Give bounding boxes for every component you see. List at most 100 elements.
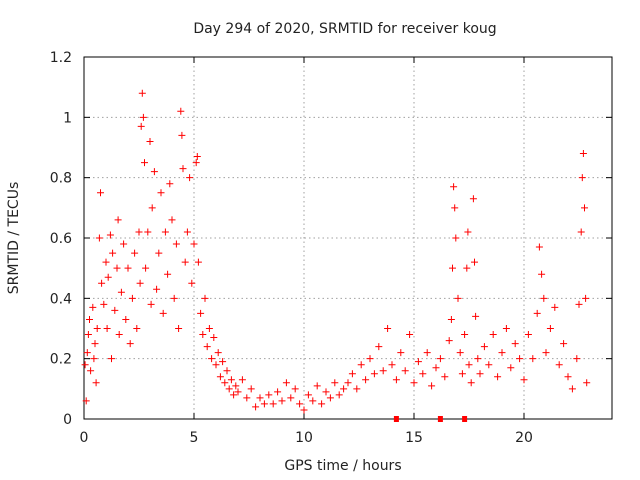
- data-point: [223, 367, 231, 375]
- data-point: [90, 355, 98, 363]
- x-tick-label: 20: [515, 430, 533, 446]
- data-point: [406, 331, 414, 339]
- data-point: [98, 279, 106, 287]
- data-point: [450, 183, 458, 191]
- data-point: [353, 385, 361, 393]
- data-point: [507, 364, 515, 372]
- data-point: [126, 340, 134, 348]
- data-point: [335, 391, 343, 399]
- data-point: [221, 379, 229, 387]
- data-point: [456, 349, 464, 357]
- data-point: [232, 382, 240, 390]
- data-point: [529, 355, 537, 363]
- data-point: [575, 300, 583, 308]
- data-point: [181, 258, 189, 266]
- data-point: [122, 315, 130, 323]
- data-point: [192, 159, 200, 167]
- data-point: [469, 195, 477, 203]
- data-point: [164, 270, 172, 278]
- data-point: [157, 189, 165, 197]
- data-point: [89, 303, 97, 311]
- data-point: [291, 385, 299, 393]
- data-point: [318, 400, 326, 408]
- y-tick-label: 0.4: [50, 291, 72, 307]
- data-point: [216, 373, 224, 381]
- data-point: [183, 228, 191, 236]
- data-point: [106, 231, 114, 239]
- data-point: [344, 379, 352, 387]
- y-tick-label: 1.2: [50, 50, 72, 66]
- data-point: [136, 279, 144, 287]
- data-point: [214, 349, 222, 357]
- data-point: [516, 355, 524, 363]
- data-point: [287, 394, 295, 402]
- data-point: [300, 406, 308, 414]
- data-point: [102, 258, 110, 266]
- chart-title: Day 294 of 2020, SRMTID for receiver kou…: [193, 21, 496, 37]
- data-point: [138, 89, 146, 97]
- data-point: [578, 174, 586, 182]
- data-point: [86, 315, 93, 323]
- data-point: [401, 367, 409, 375]
- data-point: [256, 394, 264, 402]
- data-point: [91, 340, 99, 348]
- data-point: [238, 376, 246, 384]
- data-point: [331, 379, 339, 387]
- data-point: [274, 388, 282, 396]
- data-point: [227, 376, 235, 384]
- data-point: [168, 216, 176, 224]
- data-point: [520, 376, 528, 384]
- data-point: [449, 264, 456, 272]
- data-point: [445, 337, 453, 345]
- data-point: [555, 361, 563, 369]
- data-point: [498, 349, 506, 357]
- data-point: [309, 397, 317, 405]
- plot-frame: [83, 56, 613, 420]
- data-point: [93, 325, 101, 332]
- data-point: [542, 349, 550, 357]
- data-point: [177, 107, 185, 115]
- data-point: [82, 397, 90, 405]
- data-point: [92, 379, 100, 387]
- data-point: [87, 367, 95, 375]
- data-point: [124, 264, 132, 272]
- data-point: [179, 165, 187, 173]
- data-point: [560, 340, 568, 348]
- data-point: [392, 376, 400, 384]
- data-point: [348, 370, 356, 378]
- data-point: [474, 355, 482, 363]
- y-tick-label: 0.6: [50, 231, 72, 247]
- data-point: [117, 288, 125, 296]
- data-point: [524, 331, 532, 339]
- gap-marker: [393, 416, 399, 422]
- data-point: [113, 264, 121, 272]
- data-point: [190, 240, 198, 248]
- data-point: [410, 379, 418, 387]
- data-point: [208, 355, 216, 363]
- data-point: [188, 279, 196, 287]
- data-point: [147, 300, 155, 308]
- data-point: [172, 240, 180, 248]
- data-points: [81, 89, 591, 422]
- data-point: [494, 373, 502, 381]
- data-point: [225, 385, 233, 393]
- data-point: [362, 376, 370, 384]
- data-point: [458, 370, 466, 378]
- data-point: [212, 361, 220, 369]
- data-point: [108, 355, 115, 363]
- data-point: [83, 349, 91, 357]
- axis-ticks: 0 5 10 15 20 0 0.2 0.4 0.6 0.8 1 1.2: [50, 50, 612, 446]
- data-point: [137, 122, 145, 130]
- data-point: [178, 131, 186, 139]
- data-point: [533, 309, 541, 317]
- data-point: [111, 306, 119, 314]
- y-axis-label: SRMTID / TECUs: [6, 182, 22, 295]
- data-point: [447, 315, 455, 323]
- data-point: [159, 309, 167, 317]
- data-point: [104, 273, 112, 281]
- data-point: [304, 391, 312, 399]
- data-point: [203, 343, 211, 351]
- data-point: [471, 258, 478, 266]
- data-point: [476, 370, 484, 378]
